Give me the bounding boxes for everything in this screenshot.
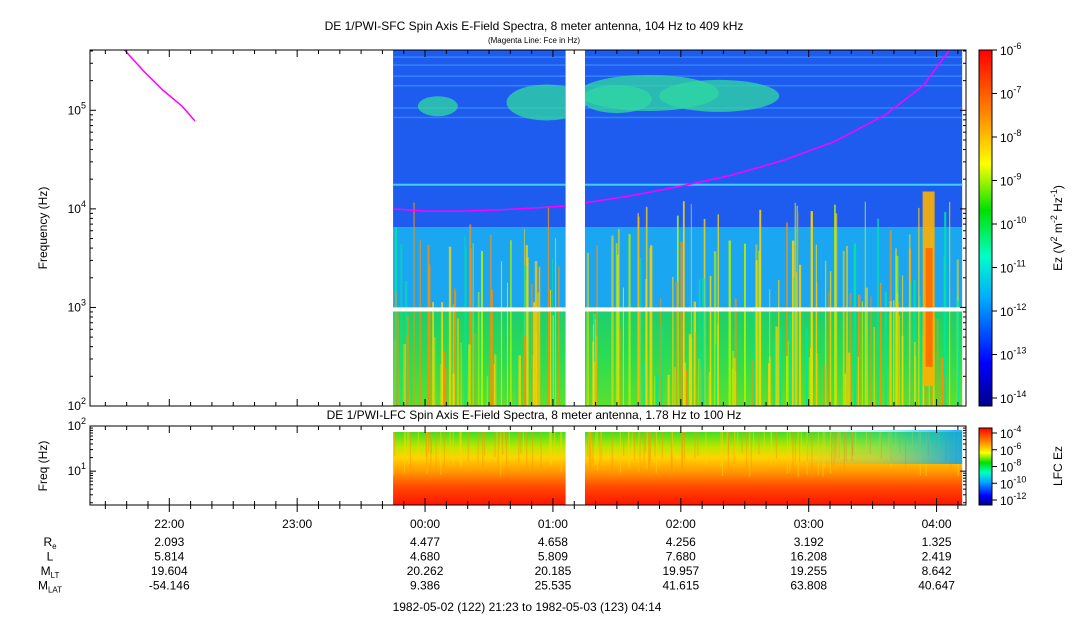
colorbar-tick-label: 10-7 (1000, 85, 1021, 102)
ephemeris-value: 4.680 (410, 550, 440, 564)
lfc-title: DE 1/PWI-LFC Spin Axis E-Field Spectra, … (327, 408, 742, 422)
ephemeris-value: 3.192 (794, 535, 824, 549)
time-tick-label: 04:00 (922, 517, 952, 531)
ephemeris-row-label: MLT (41, 564, 60, 580)
sfc-y-axis: 102 103 104 105 (68, 50, 966, 413)
lfc-y-axis: 101 102 (68, 416, 966, 504)
lfc-colorbar-label: LFC Ez (1051, 446, 1065, 486)
lfc-spectrogram-image (393, 426, 963, 505)
time-tick-label: 03:00 (794, 517, 824, 531)
ephemeris-value: 40.647 (918, 579, 955, 593)
y-tick-label: 102 (68, 396, 86, 413)
ephemeris-value: -54.146 (149, 579, 190, 593)
time-tick-label: 00:00 (410, 517, 440, 531)
ephemeris-value: 41.615 (662, 579, 699, 593)
colorbar-tick-label: 10-14 (1000, 389, 1026, 406)
ephemeris-value: 5.809 (538, 550, 568, 564)
ephemeris-row-label: MLAT (38, 579, 62, 595)
sfc-mid-band (584, 227, 963, 308)
sfc-title: DE 1/PWI-SFC Spin Axis E-Field Spectra, … (325, 19, 744, 33)
colorbar-tick-label: 10-12 (1000, 302, 1026, 319)
sfc-colorbar-gradient (978, 49, 993, 407)
sfc-spectrogram-panel: 102 103 104 105 Frequency (Hz) (36, 49, 967, 413)
sfc-subtitle: (Magenta Line: Fce in Hz) (488, 36, 580, 45)
time-tick-label: 01:00 (538, 517, 568, 531)
sfc-y-axis-label: Frequency (Hz) (36, 187, 50, 270)
sfc-colorbar-label: Ez (V2 m-2 Hz-1) (1049, 185, 1065, 271)
ephemeris-value: 19.604 (151, 564, 188, 578)
sfc-colorbar: 10-6 10-7 10-8 10-9 10-10 10-11 10-12 10-13 10-1… (978, 41, 1065, 407)
colorbar-tick-label: 10-9 (1000, 172, 1021, 189)
ephemeris-value: 4.256 (666, 535, 696, 549)
fce-line-segment (123, 49, 196, 122)
time-range-footer: 1982-05-02 (122) 21:23 to 1982-05-03 (12… (393, 600, 662, 614)
sfc-data-gap (565, 50, 585, 406)
colorbar-tick-label: 10-10 (1000, 215, 1026, 232)
ephemeris-value: 8.642 (922, 564, 952, 578)
lfc-y-axis-label: Freq (Hz) (36, 441, 50, 492)
y-tick-label: 104 (68, 199, 86, 216)
sfc-spectrogram-image (393, 50, 963, 406)
ephemeris-value: 4.477 (410, 535, 440, 549)
ephemeris-row-label: Re (43, 535, 57, 551)
lfc-plot-frame (89, 425, 967, 506)
colorbar-tick-label: 10-6 (1000, 441, 1021, 458)
fce-line-segment (584, 49, 951, 204)
fce-magenta-line (123, 49, 951, 212)
time-axis: 22:00 23:00 00:00 01:00 02:00 03:00 04:00 (104, 50, 959, 531)
colorbar-tick-label: 10-8 (1000, 128, 1021, 145)
lfc-data-gap (565, 426, 585, 505)
colorbar-tick-label: 10-8 (1000, 458, 1021, 475)
colorbar-tick-label: 10-4 (1000, 424, 1021, 441)
lfc-colorbar-gradient (978, 427, 993, 506)
time-tick-label: 22:00 (154, 517, 184, 531)
time-tick-label: 23:00 (282, 517, 312, 531)
colorbar-tick-label: 10-11 (1000, 259, 1026, 276)
ephemeris-value: 19.957 (662, 564, 699, 578)
ephemeris-value: 16.208 (790, 550, 827, 564)
lfc-spectrum-band (393, 432, 566, 505)
ephemeris-value: 1.325 (922, 535, 952, 549)
ephemeris-value: 4.658 (538, 535, 568, 549)
sfc-plot-frame (89, 49, 967, 407)
y-tick-label: 103 (68, 297, 86, 314)
colorbar-tick-label: 10-13 (1000, 346, 1026, 363)
y-tick-label: 101 (68, 461, 86, 478)
ephemeris-row-label: L (47, 550, 54, 564)
y-tick-label: 105 (68, 100, 86, 117)
ephemeris-value: 20.262 (407, 564, 444, 578)
colorbar-tick-label: 10-12 (1000, 491, 1026, 508)
sfc-colorbar-ticks: 10-6 10-7 10-8 10-9 10-10 10-11 10-12 10-13 10-1… (992, 41, 1026, 406)
colorbar-tick-label: 10-10 (1000, 474, 1026, 491)
ephemeris-table: Re 2.093 4.477 4.658 4.256 3.192 1.325 L 5.814 4.… (38, 535, 955, 595)
ephemeris-value: 9.386 (410, 579, 440, 593)
ephemeris-value: 7.680 (666, 550, 696, 564)
sfc-high-band (393, 50, 566, 228)
ephemeris-value: 2.093 (154, 535, 184, 549)
colorbar-tick-label: 10-6 (1000, 41, 1021, 58)
ephemeris-value: 5.814 (154, 550, 184, 564)
lfc-spectrogram-panel: 101 102 Freq (Hz) (36, 416, 967, 506)
fce-line-segment (393, 205, 566, 212)
ephemeris-value: 19.255 (790, 564, 827, 578)
time-tick-label: 02:00 (666, 517, 696, 531)
y-tick-label: 102 (68, 416, 86, 433)
ephemeris-value: 20.185 (535, 564, 572, 578)
ephemeris-value: 63.808 (790, 579, 827, 593)
ephemeris-value: 2.419 (922, 550, 952, 564)
ephemeris-value: 25.535 (535, 579, 572, 593)
